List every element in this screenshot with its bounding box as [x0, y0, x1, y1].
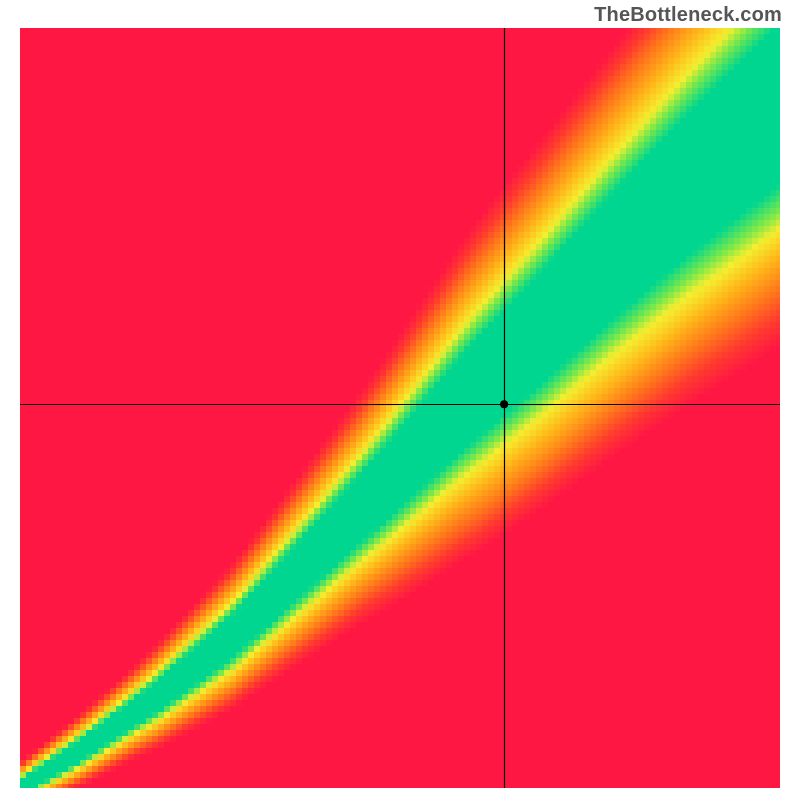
- heatmap-canvas: [20, 28, 780, 788]
- watermark-text: TheBottleneck.com: [594, 4, 782, 27]
- bottleneck-heatmap: [20, 28, 780, 788]
